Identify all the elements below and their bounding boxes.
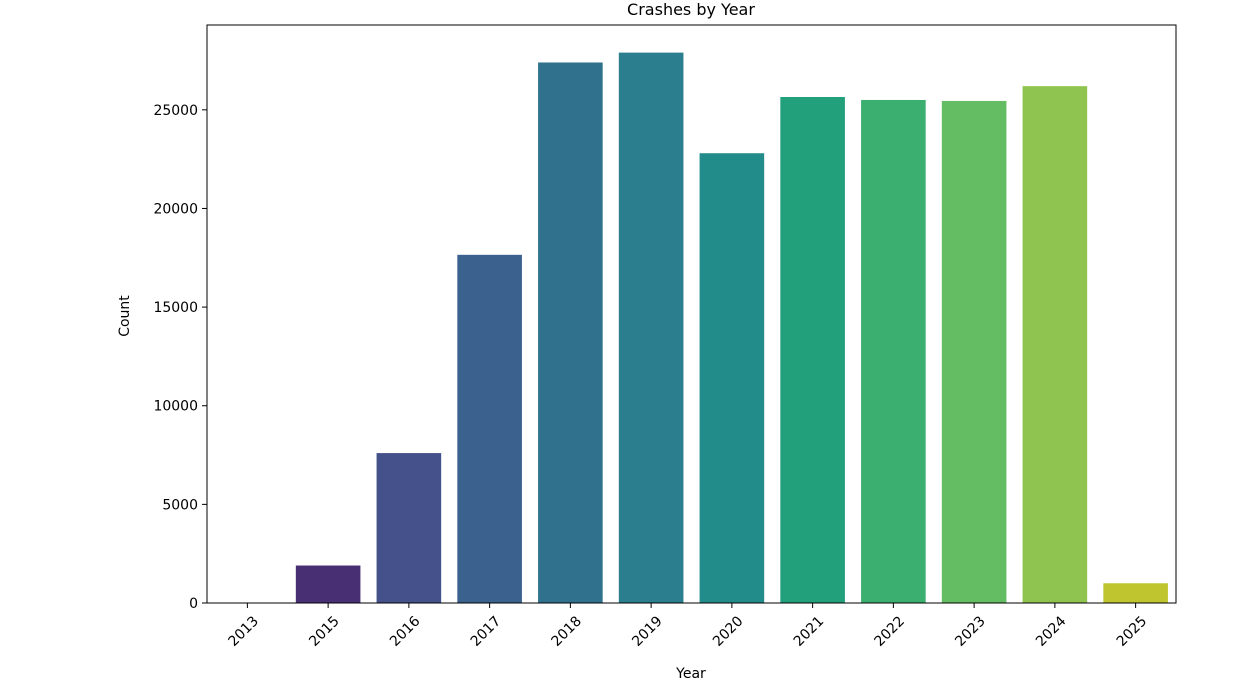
y-axis-ticks: 0 5000 10000 15000 20000 25000 [153, 103, 207, 612]
x-tick-label: 2023 [952, 613, 989, 650]
x-tick-label: 2022 [871, 613, 908, 650]
x-tick-label: 2013 [225, 613, 262, 650]
bar-2025 [1103, 583, 1168, 603]
x-tick-label: 2019 [629, 613, 666, 650]
bar-2024 [1022, 86, 1088, 604]
x-tick-label: 2024 [1033, 613, 1070, 650]
bars-group [215, 52, 1168, 604]
y-tick-label: 10000 [153, 399, 198, 415]
bar-2017 [457, 254, 522, 604]
bar-2019 [618, 52, 684, 604]
bar-2021 [780, 97, 845, 603]
bar-2018 [538, 62, 603, 604]
x-tick-label: 2016 [387, 613, 424, 650]
plot-frame [206, 24, 1177, 604]
x-tick-label: 2018 [548, 613, 585, 650]
x-axis-label: Year [675, 666, 706, 682]
x-tick-label: 2017 [468, 613, 505, 650]
x-tick-label: 2021 [791, 613, 828, 650]
chart-title: Crashes by Year [627, 0, 755, 19]
bar-2023 [941, 100, 1007, 604]
x-tick-label: 2025 [1114, 613, 1151, 650]
y-tick-label: 25000 [153, 103, 198, 119]
y-tick-label: 0 [189, 596, 198, 612]
bar-2016 [376, 453, 442, 603]
y-tick-label: 15000 [153, 300, 198, 316]
x-tick-label: 2020 [710, 613, 747, 650]
x-tick-label: 2015 [306, 613, 343, 650]
y-tick-label: 20000 [153, 201, 198, 217]
x-axis-ticks: 2013 2015 2016 2017 2018 2019 2020 2021 2022 2023… [225, 603, 1150, 650]
bar-2020 [699, 153, 765, 603]
y-axis-label: Count [117, 295, 133, 337]
y-tick-label: 5000 [162, 497, 198, 513]
bar-2015 [295, 565, 361, 603]
bar-2022 [861, 99, 926, 603]
